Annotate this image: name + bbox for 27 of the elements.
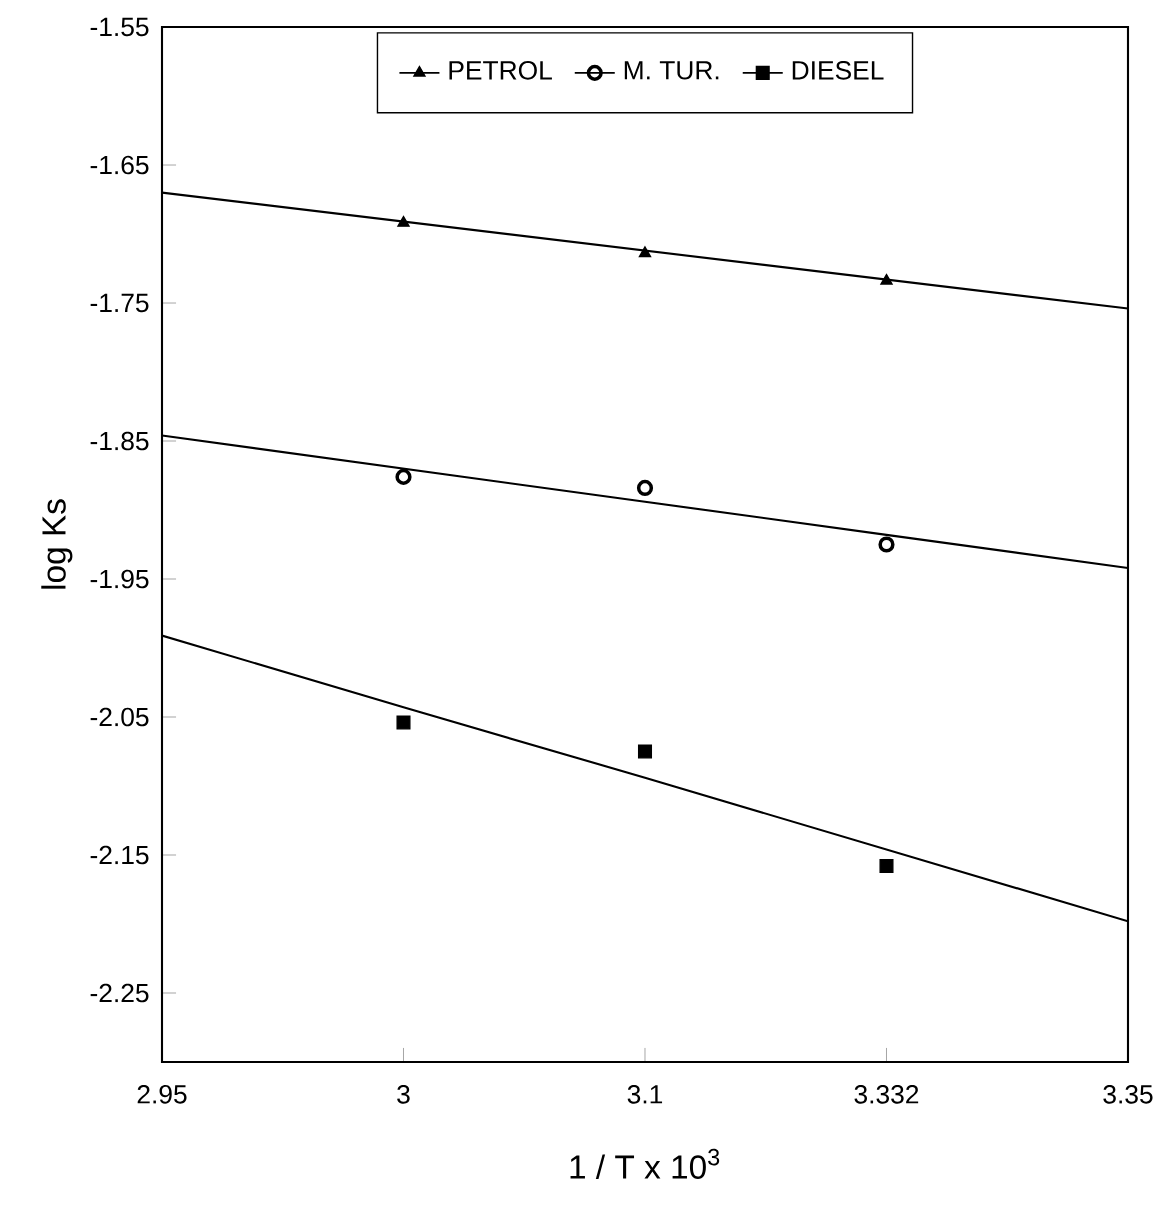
y-tick-label: -1.65 xyxy=(90,155,149,175)
y-tick-label: -1.85 xyxy=(90,431,149,451)
y-tick-label: -2.05 xyxy=(90,707,149,727)
point xyxy=(879,859,894,874)
x-tick-label: 2.95 xyxy=(137,1084,187,1104)
point xyxy=(880,273,893,285)
x-axis-title: 1 / T x 10$^{3}$ xyxy=(570,1148,720,1179)
point xyxy=(637,744,653,759)
legend-label: M. TUR. xyxy=(624,61,719,80)
x-tick-label: 3 xyxy=(397,1084,410,1104)
point xyxy=(878,536,895,553)
y-axis-title: log Ks xyxy=(41,499,73,589)
y-tick-label: -1.55 xyxy=(90,17,149,37)
point xyxy=(638,246,652,258)
x-tick-label: 3.1 xyxy=(627,1084,663,1104)
point xyxy=(397,215,410,227)
y-tick-label: -1.75 xyxy=(90,293,149,313)
x-tick-label: 3.35 xyxy=(1103,1084,1153,1104)
legend-label: DIESEL xyxy=(792,61,884,80)
point xyxy=(395,468,412,485)
legend-label: PETROL xyxy=(449,61,552,80)
point xyxy=(636,479,654,497)
y-tick-label: -1.95 xyxy=(90,569,149,589)
y-tick-label: -2.25 xyxy=(90,983,149,1003)
point xyxy=(396,715,411,730)
y-tick-label: -2.15 xyxy=(90,845,149,865)
x-tick-label: 3.332 xyxy=(854,1084,919,1104)
